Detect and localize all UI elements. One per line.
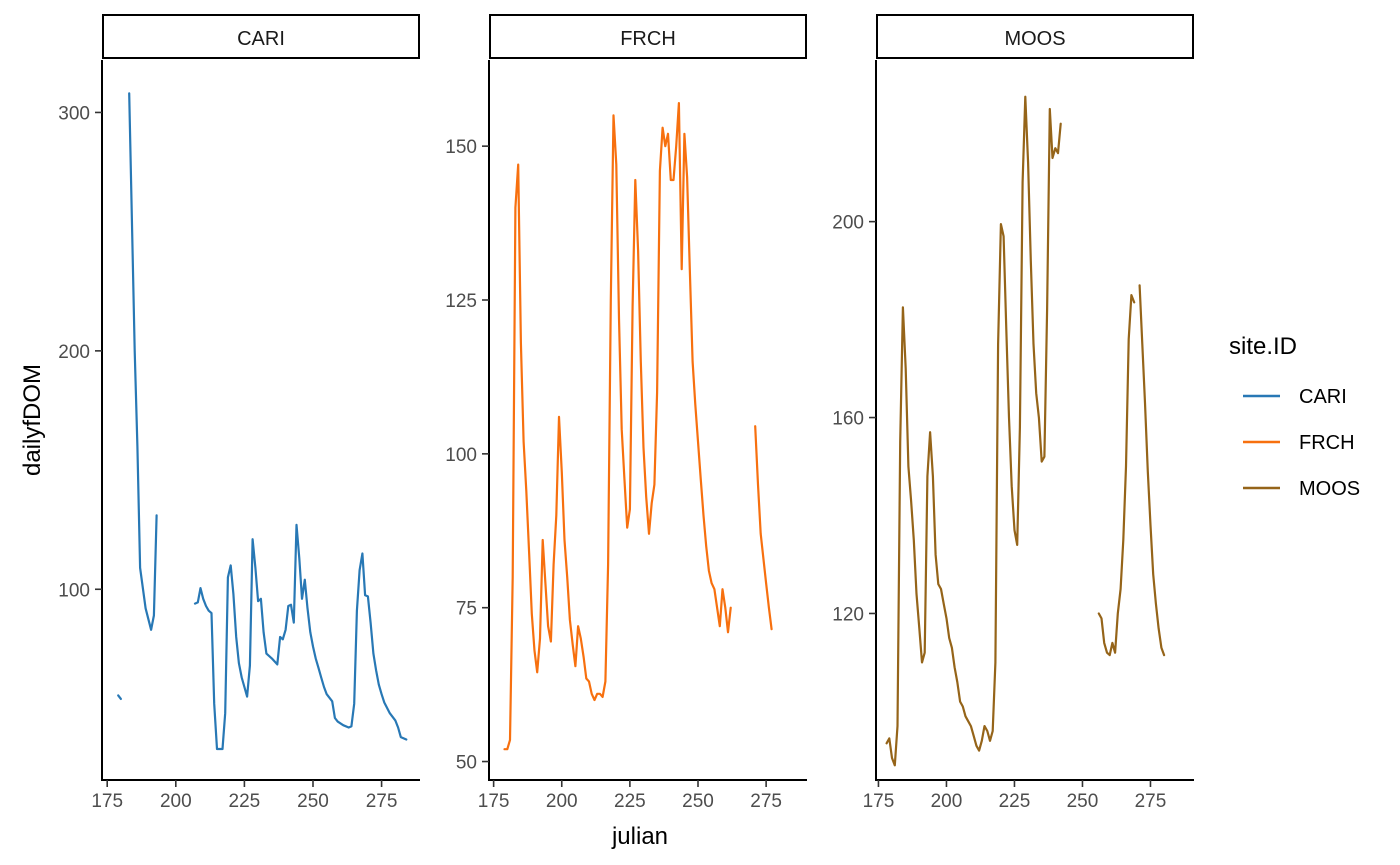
x-tick-label: 225 (614, 791, 646, 812)
y-tick-label: 200 (832, 213, 864, 234)
x-tick-label: 175 (863, 791, 895, 812)
x-tick-label: 250 (297, 791, 329, 812)
facet-strip (102, 14, 420, 59)
facet-strip-label: FRCH (620, 28, 676, 50)
series-line-cari-segment-3 (193, 523, 408, 751)
legend-title: site.ID (1229, 333, 1297, 360)
series-line-frch-segment-2 (754, 425, 773, 631)
legend: site.ID CARI FRCH MOOS (1229, 333, 1360, 500)
series-line-cari-segment-1 (117, 694, 122, 700)
series-line-moos-segment-2 (1097, 294, 1136, 657)
y-tick-label: 50 (456, 753, 477, 774)
x-tick-label: 275 (1135, 791, 1167, 812)
x-tick-label: 225 (229, 791, 261, 812)
facet-strip (489, 14, 807, 59)
x-tick-label: 275 (366, 791, 398, 812)
legend-item-moos: MOOS (1243, 478, 1360, 500)
y-axis-title: dailyfDOM (19, 364, 46, 476)
series-line-moos-segment-3 (1138, 284, 1166, 657)
panel-cari: CARI 175 200 225 250 275 100 200 300 (58, 14, 420, 812)
y-tick-label: 150 (445, 137, 477, 158)
facet-strip-label: MOOS (1004, 28, 1065, 50)
y-tick-label: 100 (445, 445, 477, 466)
y-tick-label: 100 (58, 580, 90, 601)
legend-item-frch: FRCH (1243, 432, 1355, 454)
y-tick-label: 75 (456, 599, 477, 620)
series-line-frch-segment-1 (503, 102, 732, 751)
x-tick-label: 225 (999, 791, 1031, 812)
panel-moos: MOOS 175 200 225 250 275 120 160 200 (832, 14, 1194, 812)
legend-label: CARI (1299, 386, 1347, 408)
x-tick-label: 250 (1067, 791, 1099, 812)
series-line-moos-segment-1 (885, 95, 1062, 767)
facet-strip (876, 14, 1194, 59)
x-tick-label: 275 (750, 791, 782, 812)
y-tick-label: 125 (445, 291, 477, 312)
x-tick-label: 200 (160, 791, 192, 812)
y-tick-label: 120 (832, 604, 864, 625)
x-tick-label: 250 (682, 791, 714, 812)
series-line-cari-segment-2 (128, 92, 158, 631)
x-axis-title: julian (611, 823, 668, 850)
x-tick-label: 200 (546, 791, 578, 812)
legend-label: FRCH (1299, 432, 1355, 454)
legend-item-cari: CARI (1243, 386, 1347, 408)
x-tick-label: 200 (931, 791, 963, 812)
x-tick-label: 175 (91, 791, 123, 812)
y-tick-label: 160 (832, 409, 864, 430)
legend-label: MOOS (1299, 478, 1360, 500)
y-tick-label: 200 (58, 342, 90, 363)
panel-frch: FRCH 175 200 225 250 275 50 75 100 125 150 (445, 14, 807, 812)
facet-panels: CARI 175 200 225 250 275 100 200 300 FRCH 175 200 22… (58, 14, 1194, 812)
facet-strip-label: CARI (237, 28, 285, 50)
y-tick-label: 300 (58, 103, 90, 124)
x-tick-label: 175 (478, 791, 510, 812)
